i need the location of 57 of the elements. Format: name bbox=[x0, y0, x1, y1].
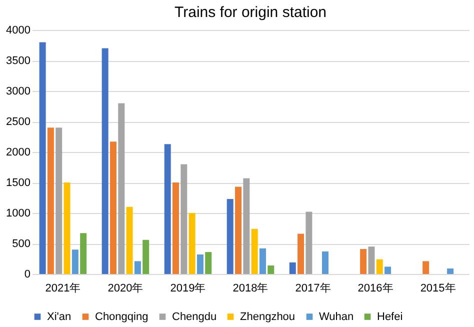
bar bbox=[360, 248, 367, 274]
bar bbox=[47, 128, 54, 274]
legend-label: Chengdu bbox=[172, 310, 217, 323]
bar bbox=[196, 254, 204, 274]
bar bbox=[306, 212, 312, 274]
y-tick-label: 2000 bbox=[6, 146, 30, 158]
bar bbox=[110, 142, 116, 274]
bar bbox=[80, 233, 87, 274]
x-tick-label: 2018年 bbox=[232, 282, 268, 294]
y-tick-label: 1000 bbox=[6, 208, 30, 220]
bar bbox=[322, 251, 328, 274]
legend-label: Wuhan bbox=[319, 310, 354, 323]
bar bbox=[298, 234, 304, 274]
bar bbox=[126, 206, 133, 274]
bar bbox=[180, 164, 188, 274]
bar bbox=[72, 250, 78, 274]
bar bbox=[251, 228, 258, 274]
bar bbox=[142, 240, 150, 274]
x-tick-label: 2019年 bbox=[170, 282, 206, 294]
bar bbox=[289, 262, 296, 274]
bar bbox=[205, 252, 212, 274]
legend-label: Zhengzhou bbox=[240, 310, 296, 323]
y-tick-label: 3000 bbox=[6, 86, 30, 98]
bar bbox=[118, 103, 125, 274]
x-tick-label: 2020年 bbox=[108, 282, 144, 294]
x-tick-label: 2021年 bbox=[45, 282, 81, 294]
bar bbox=[447, 268, 454, 274]
bar bbox=[164, 144, 171, 274]
y-tick-label: 0 bbox=[24, 268, 30, 280]
bar bbox=[259, 248, 266, 274]
bar bbox=[376, 259, 383, 274]
bar bbox=[64, 182, 70, 274]
bar bbox=[226, 198, 234, 274]
legend-label: Hefei bbox=[377, 310, 403, 323]
legend-label: Xi'an bbox=[47, 310, 72, 323]
x-tick-label: 2016年 bbox=[358, 282, 394, 294]
x-tick-label: 2017年 bbox=[295, 282, 331, 294]
chart-title: Trains for origin station bbox=[174, 4, 327, 21]
bar bbox=[172, 182, 179, 274]
bar bbox=[39, 42, 46, 274]
y-tick-label: 2500 bbox=[6, 116, 30, 128]
y-tick-label: 4000 bbox=[6, 24, 30, 36]
y-tick-label: 3500 bbox=[6, 55, 30, 67]
y-tick-label: 1500 bbox=[6, 177, 30, 189]
legend-label: Chongqing bbox=[95, 310, 148, 323]
bar bbox=[235, 186, 242, 274]
bar bbox=[368, 246, 375, 274]
bar bbox=[56, 128, 62, 274]
bar bbox=[102, 48, 108, 274]
x-tick-label: 2015年 bbox=[420, 282, 456, 294]
bar bbox=[188, 213, 196, 274]
bar bbox=[134, 261, 141, 274]
y-tick-label: 500 bbox=[12, 238, 30, 250]
bar bbox=[384, 266, 392, 274]
bar bbox=[268, 265, 274, 274]
bar bbox=[243, 178, 250, 274]
bar bbox=[422, 261, 430, 274]
